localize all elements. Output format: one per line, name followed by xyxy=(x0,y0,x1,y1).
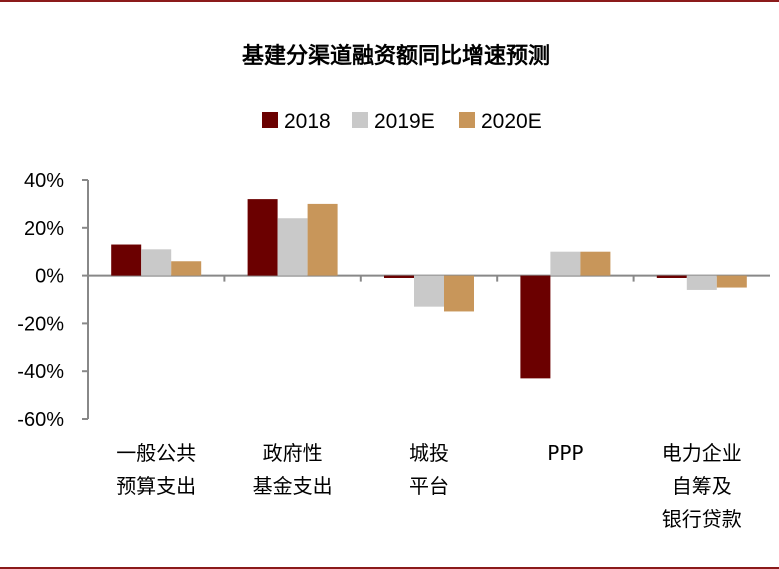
category-label-0-0: 一般公共 xyxy=(116,441,196,465)
bar-2020E-0 xyxy=(171,261,202,276)
y-tick-label-1: 20% xyxy=(24,218,64,240)
category-label-4-1: 自筹及 xyxy=(672,474,732,498)
category-label-1-0: 政府性 xyxy=(263,441,323,465)
legend-swatch-1 xyxy=(352,112,368,128)
bar-2018-2 xyxy=(384,275,414,278)
axes: 40% 20% 0% -20% -40% -60% xyxy=(17,170,770,431)
bars xyxy=(111,199,747,379)
bar-2020E-4 xyxy=(716,275,747,288)
bar-2018-0 xyxy=(111,244,142,276)
bar-2018-3 xyxy=(520,275,551,379)
bar-2018-4 xyxy=(656,275,687,278)
legend-label-0: 2018 xyxy=(284,110,331,133)
y-tick-label-0: 40% xyxy=(24,170,64,192)
category-label-4-2: 银行贷款 xyxy=(662,507,742,531)
category-label-1-1: 基金支出 xyxy=(253,474,333,498)
bar-2019E-0 xyxy=(141,249,172,276)
category-label-2-0: 城投 xyxy=(409,441,449,465)
bar-2020E-3 xyxy=(580,251,611,276)
legend-swatch-2 xyxy=(459,112,475,128)
bar-2019E-3 xyxy=(550,251,581,276)
bar-2020E-1 xyxy=(307,203,338,276)
chart-title: 基建分渠道融资额同比增速预测 xyxy=(242,43,550,69)
bar-2019E-2 xyxy=(414,275,444,307)
legend-label-2: 2020E xyxy=(481,110,542,133)
legend-label-1: 2019E xyxy=(374,110,435,133)
category-label-2-1: 平台 xyxy=(409,474,449,498)
bottom-border xyxy=(0,567,779,569)
legend: 2018 2019E 2020E xyxy=(262,110,542,133)
y-tick-label-5: -60% xyxy=(17,409,64,431)
y-tick-label-3: -20% xyxy=(17,313,64,335)
bar-2019E-4 xyxy=(686,275,717,290)
category-label-4-0: 电力企业 xyxy=(662,441,742,465)
legend-swatch-0 xyxy=(262,112,278,128)
y-tick-label-2: 0% xyxy=(35,266,64,288)
category-label-0-1: 预算支出 xyxy=(116,474,196,498)
bar-2020E-2 xyxy=(444,275,474,312)
category-label-3-0: PPP xyxy=(547,441,583,465)
y-tick-label-4: -40% xyxy=(17,361,64,383)
top-border xyxy=(0,0,779,2)
bar-2019E-1 xyxy=(277,218,308,276)
bar-2018-1 xyxy=(247,199,278,276)
